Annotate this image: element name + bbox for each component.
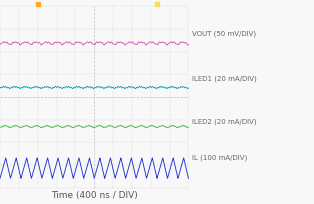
Text: IL (100 mA/DIV): IL (100 mA/DIV) [192, 154, 247, 160]
Text: Time (400 ns / DIV): Time (400 ns / DIV) [51, 190, 138, 199]
Text: ILED2 (20 mA/DIV): ILED2 (20 mA/DIV) [192, 118, 256, 125]
Text: ILED1 (20 mA/DIV): ILED1 (20 mA/DIV) [192, 75, 256, 82]
Text: VOUT (50 mV/DIV): VOUT (50 mV/DIV) [192, 30, 256, 37]
